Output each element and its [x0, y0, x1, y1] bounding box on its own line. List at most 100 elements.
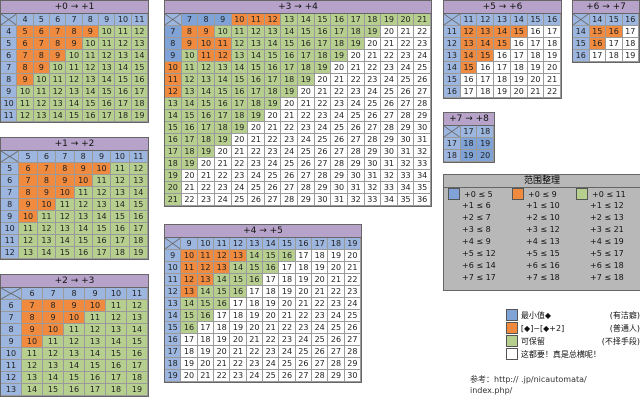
- sum-cell: 19: [246, 310, 263, 322]
- sum-cell: 16: [231, 86, 249, 98]
- sum-cell: 20: [230, 334, 247, 346]
- sum-cell: 17: [279, 262, 296, 274]
- column-header: 15: [314, 14, 332, 26]
- sum-cell: 11: [22, 348, 43, 360]
- row-header: 11: [1, 360, 22, 372]
- sum-cell: 17: [264, 74, 282, 86]
- sum-cell: 10: [43, 324, 64, 336]
- sum-cell: 27: [364, 122, 382, 134]
- sum-cell: 13: [129, 175, 148, 187]
- row-header: 21: [165, 194, 182, 206]
- sum-cell: 15: [214, 286, 231, 298]
- legend-label: [◆]~[◆+2]: [520, 323, 565, 333]
- sum-cell: 23: [264, 146, 282, 158]
- sum-cell: 16: [64, 384, 85, 396]
- sum-cell: 18: [131, 98, 148, 110]
- sum-cell: 24: [397, 62, 415, 74]
- sum-cell: 12: [92, 187, 112, 199]
- legend-row: 最小值◆ (有洁癖): [506, 309, 640, 321]
- row-header: 9: [165, 50, 182, 62]
- sum-cell: 19: [231, 122, 249, 134]
- sum-cell: 19: [214, 334, 231, 346]
- sum-cell: 11: [64, 324, 85, 336]
- sum-cell: 11: [74, 187, 93, 199]
- table-plus2-to-plus3: +2 → +3 6 7 8 9 10 11 6 7 8 9 10 11 12 7 8 9 10 11 12 13 8 9 1…: [0, 274, 149, 397]
- sum-cell: 18: [281, 74, 298, 86]
- sum-cell: 26: [312, 346, 329, 358]
- sum-cell: 9: [37, 187, 57, 199]
- sum-cell: 20: [527, 74, 545, 86]
- column-header: 12: [264, 14, 282, 26]
- row-header: 16: [165, 334, 182, 346]
- sum-cell: 13: [82, 74, 99, 86]
- sum-cell: 25: [263, 370, 280, 382]
- table-title: +3 → +4: [165, 1, 431, 14]
- sum-cell: 17: [230, 298, 247, 310]
- sum-cell: 22: [214, 370, 231, 382]
- table-title: +1 → +2: [1, 138, 148, 151]
- column-header: 10: [197, 238, 214, 250]
- sum-cell: 26: [314, 146, 332, 158]
- sum-cell: 30: [331, 182, 348, 194]
- summary-item: +7 ≤ 18: [526, 273, 560, 282]
- sum-cell: 13: [248, 38, 265, 50]
- sum-cell: 24: [381, 74, 398, 86]
- column-header: 9: [214, 14, 232, 26]
- sum-cell: 25: [231, 194, 249, 206]
- sum-cell: 20: [314, 74, 332, 86]
- sum-cell: 12: [82, 62, 99, 74]
- sum-cell: 15: [214, 86, 232, 98]
- corner-cell: [444, 14, 461, 26]
- sum-cell: 32: [347, 194, 365, 206]
- sum-cell: 23: [248, 158, 265, 170]
- row-header: 12: [1, 247, 20, 259]
- table-plus6-to-plus7: +6 → +7 14 15 16 14 15 16 17 15 16 17 18 16 17 18 19: [572, 0, 640, 63]
- sum-cell: 18: [214, 322, 231, 334]
- sum-cell: 17: [510, 50, 528, 62]
- sum-cell: 24: [344, 298, 361, 310]
- sum-cell: 9: [43, 312, 64, 324]
- sum-cell: 20: [246, 322, 263, 334]
- sum-cell: 14: [64, 360, 85, 372]
- sum-cell: 24: [347, 98, 365, 110]
- sum-cell: 19: [298, 74, 315, 86]
- column-header: 4: [17, 14, 34, 26]
- row-header: 8: [165, 38, 182, 50]
- column-header: 9: [99, 14, 116, 26]
- sum-cell: 22: [314, 98, 332, 110]
- sum-cell: 20: [281, 98, 298, 110]
- summary-head: +0 ≤ 11: [592, 189, 626, 199]
- sum-cell: 18: [606, 50, 623, 62]
- row-header: 14: [444, 62, 461, 74]
- sum-cell: 12: [50, 86, 67, 98]
- sum-cell: 15: [246, 262, 263, 274]
- row-header: 19: [165, 370, 182, 382]
- sum-cell: 28: [414, 98, 431, 110]
- row-header: 7: [1, 187, 20, 199]
- sum-cell: 23: [314, 110, 332, 122]
- row-header: 8: [1, 199, 20, 211]
- sum-cell: 17: [544, 26, 561, 38]
- row-header: 5: [1, 163, 20, 175]
- row-header: 5: [1, 38, 18, 50]
- sum-cell: 12: [460, 26, 478, 38]
- sum-cell: 16: [460, 74, 478, 86]
- sum-cell: 20: [214, 146, 232, 158]
- sum-cell: 15: [198, 98, 215, 110]
- row-header: 16: [573, 50, 590, 62]
- sum-cell: 20: [328, 262, 345, 274]
- table-grid: 11 12 13 14 15 16 11 12 13 14 15 16 17 12 13 14 15 16 17 18…: [444, 14, 561, 98]
- table-grid: 6 7 8 9 10 11 6 7 8 9 10 11 12 7 8 9 10 11 12 13 8 9 10 11 12 13 1…: [1, 288, 148, 396]
- summary-item: +4 ≤ 9: [462, 237, 491, 246]
- sum-cell: 29: [331, 170, 348, 182]
- sum-cell: 14: [106, 336, 127, 348]
- sum-cell: 19: [622, 50, 639, 62]
- sum-cell: 25: [328, 322, 345, 334]
- sum-cell: 30: [414, 122, 431, 134]
- sum-cell: 27: [264, 194, 282, 206]
- sum-cell: 13: [197, 274, 214, 286]
- sum-cell: 33: [381, 182, 398, 194]
- sum-cell: 15: [281, 38, 298, 50]
- sum-cell: 18: [298, 62, 315, 74]
- column-header: 7: [56, 151, 75, 163]
